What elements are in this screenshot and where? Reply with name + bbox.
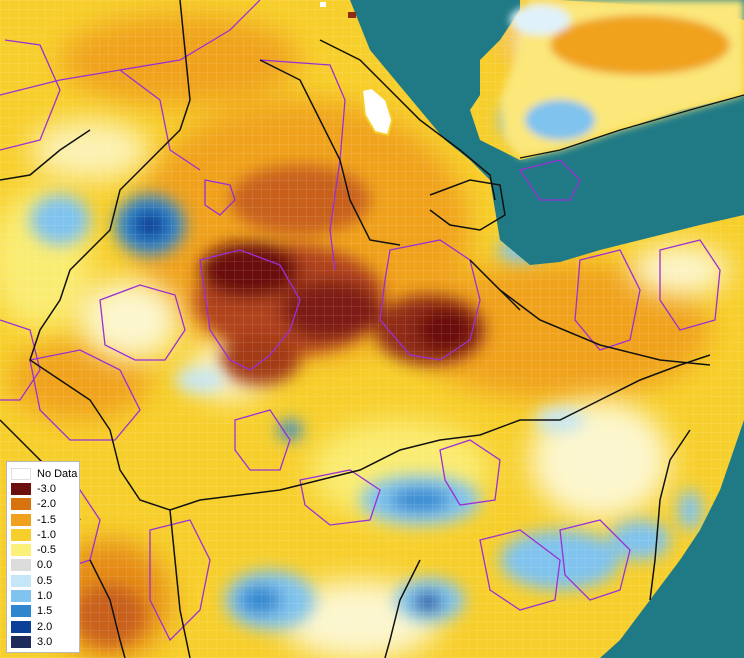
admin-boundaries	[0, 0, 721, 642]
legend-item: 1.0	[11, 588, 79, 603]
legend-label: -0.5	[37, 544, 56, 557]
legend-swatch	[11, 482, 31, 495]
legend-swatch	[11, 574, 31, 587]
legend-item: -2.0	[11, 497, 79, 512]
legend-item: 1.5	[11, 604, 79, 619]
red-sea	[350, 0, 744, 265]
legend-item: -3.0	[11, 481, 79, 496]
indian-ocean	[600, 420, 744, 658]
legend-swatch	[11, 635, 31, 648]
sea-layer	[320, 0, 744, 658]
legend-swatch	[11, 605, 31, 618]
legend-label: 0.0	[37, 559, 53, 572]
legend-label: -1.0	[37, 528, 56, 541]
legend-item: -1.5	[11, 512, 79, 527]
legend-item: -0.5	[11, 542, 79, 557]
legend-item: 0.5	[11, 573, 79, 588]
legend-item: 2.0	[11, 619, 79, 634]
legend-swatch	[11, 590, 31, 603]
legend-item: 3.0	[11, 634, 79, 649]
legend-label: 2.0	[37, 620, 53, 633]
legend-label: 3.0	[37, 635, 53, 648]
legend-swatch	[11, 544, 31, 557]
legend-swatch	[11, 528, 31, 541]
legend-swatch	[11, 513, 31, 526]
legend-label: -2.0	[37, 498, 56, 511]
legend-swatch	[11, 620, 31, 633]
legend-label: 1.0	[37, 590, 53, 603]
legend: No Data -3.0 -2.0 -1.5 -1.0 -0.5 0.0 0.5 1.0 1.5 2…	[6, 461, 80, 653]
legend-item: 0.0	[11, 558, 79, 573]
legend-label: 0.5	[37, 574, 53, 587]
no-data-patch	[360, 86, 394, 137]
legend-item: -1.0	[11, 527, 79, 542]
legend-label: -1.5	[37, 513, 56, 526]
dahlak-islands	[320, 2, 356, 18]
legend-swatch	[11, 467, 31, 480]
legend-swatch	[11, 559, 31, 572]
legend-label: No Data	[37, 467, 78, 480]
legend-item: No Data	[11, 466, 79, 481]
country-borders	[0, 0, 711, 658]
arabia-coast	[519, 94, 744, 159]
legend-swatch	[11, 498, 31, 511]
legend-label: -3.0	[37, 482, 56, 495]
legend-label: 1.5	[37, 605, 53, 618]
